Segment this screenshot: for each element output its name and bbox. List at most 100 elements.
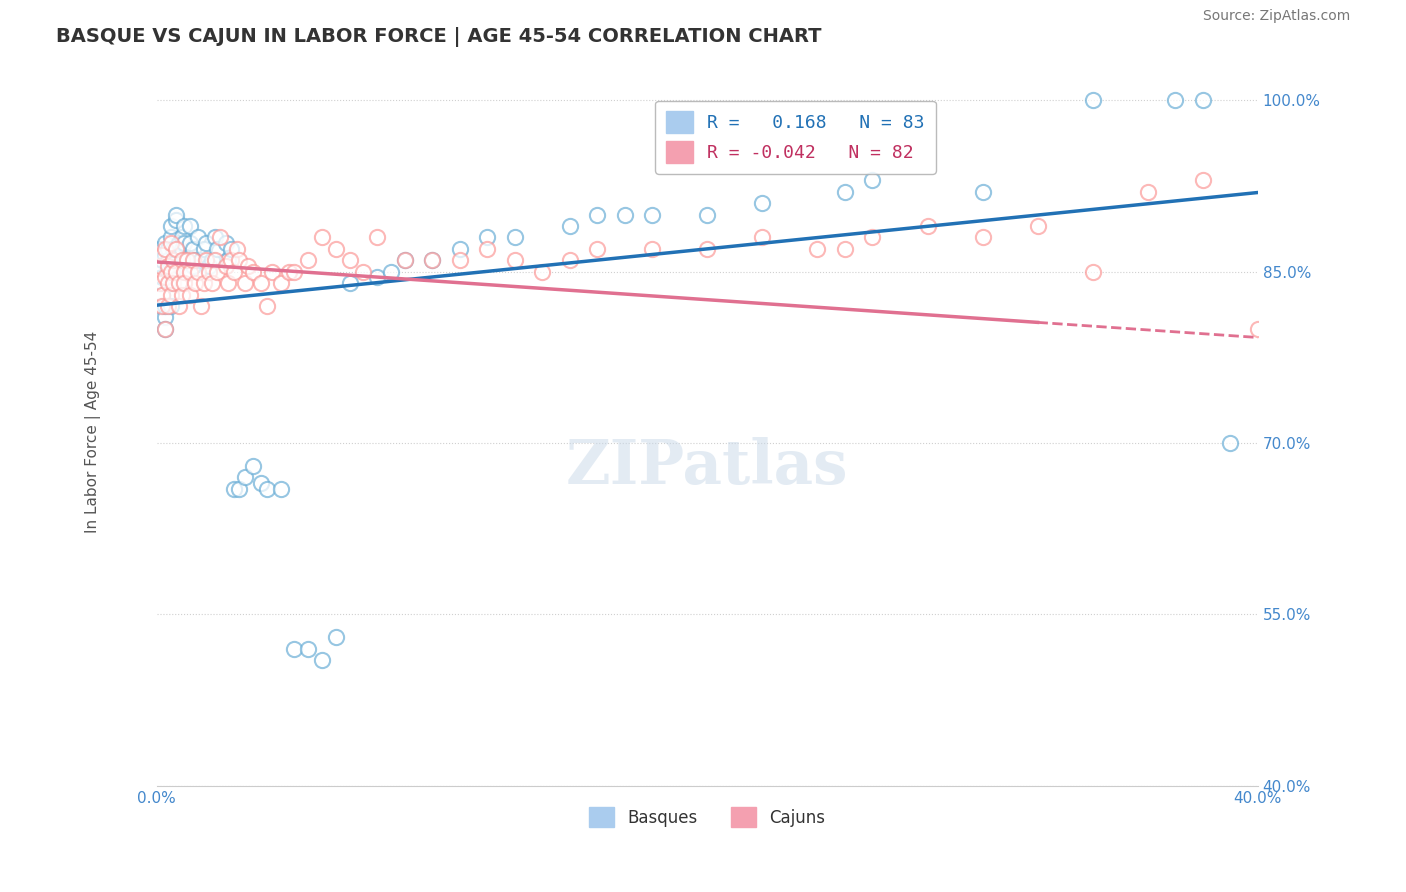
Point xyxy=(641,242,664,256)
Point xyxy=(256,299,278,313)
Point xyxy=(179,219,201,233)
Point xyxy=(219,253,242,268)
Point xyxy=(917,219,939,233)
Point xyxy=(222,482,245,496)
Point xyxy=(167,276,190,290)
Point xyxy=(170,242,193,256)
Point xyxy=(751,230,773,244)
Point xyxy=(209,230,232,244)
Point xyxy=(181,259,204,273)
Point xyxy=(256,482,278,496)
Point xyxy=(806,242,828,256)
Point xyxy=(167,259,190,273)
Point xyxy=(162,253,184,268)
Point xyxy=(187,230,209,244)
Point xyxy=(173,276,195,290)
Point xyxy=(394,253,416,268)
Point xyxy=(1274,710,1296,724)
Point xyxy=(159,236,181,251)
Point xyxy=(193,276,215,290)
Point xyxy=(394,253,416,268)
Point xyxy=(262,265,284,279)
Point xyxy=(170,287,193,301)
Point xyxy=(170,253,193,268)
Point xyxy=(751,196,773,211)
Point xyxy=(167,276,190,290)
Point xyxy=(153,322,176,336)
Point xyxy=(179,236,201,251)
Point xyxy=(162,276,184,290)
Point xyxy=(162,253,184,268)
Point xyxy=(156,265,179,279)
Point xyxy=(283,641,305,656)
Point xyxy=(1136,185,1159,199)
Point xyxy=(153,299,176,313)
Point xyxy=(449,253,471,268)
Point xyxy=(179,287,201,301)
Point xyxy=(503,253,526,268)
Point xyxy=(503,230,526,244)
Point xyxy=(153,242,176,256)
Point xyxy=(475,230,498,244)
Point xyxy=(311,653,333,667)
Point xyxy=(165,265,187,279)
Point xyxy=(184,253,207,268)
Point xyxy=(153,270,176,285)
Point xyxy=(176,253,198,268)
Point xyxy=(217,276,239,290)
Text: BASQUE VS CAJUN IN LABOR FORCE | AGE 45-54 CORRELATION CHART: BASQUE VS CAJUN IN LABOR FORCE | AGE 45-… xyxy=(56,27,821,46)
Point xyxy=(159,219,181,233)
Point xyxy=(173,253,195,268)
Point xyxy=(176,265,198,279)
Point xyxy=(339,253,361,268)
Point xyxy=(297,641,319,656)
Point xyxy=(380,265,402,279)
Point xyxy=(149,299,172,313)
Point xyxy=(150,276,173,290)
Point xyxy=(613,208,636,222)
Point xyxy=(1081,265,1104,279)
Point xyxy=(159,299,181,313)
Point xyxy=(1247,322,1270,336)
Point xyxy=(153,322,176,336)
Y-axis label: In Labor Force | Age 45-54: In Labor Force | Age 45-54 xyxy=(86,331,101,533)
Point xyxy=(475,242,498,256)
Point xyxy=(165,213,187,227)
Point xyxy=(339,276,361,290)
Point xyxy=(352,265,374,279)
Point xyxy=(176,253,198,268)
Point xyxy=(153,236,176,251)
Point xyxy=(149,259,172,273)
Point xyxy=(1026,219,1049,233)
Point xyxy=(834,185,856,199)
Point xyxy=(1191,93,1213,107)
Point xyxy=(219,242,242,256)
Point xyxy=(207,242,229,256)
Point xyxy=(153,247,176,261)
Point xyxy=(449,242,471,256)
Point xyxy=(173,236,195,251)
Point xyxy=(222,265,245,279)
Point xyxy=(181,253,204,268)
Point xyxy=(1219,436,1241,450)
Point xyxy=(156,242,179,256)
Point xyxy=(228,253,250,268)
Point xyxy=(311,230,333,244)
Point xyxy=(198,265,221,279)
Point xyxy=(972,230,994,244)
Point xyxy=(159,287,181,301)
Point xyxy=(167,236,190,251)
Point xyxy=(156,276,179,290)
Point xyxy=(159,265,181,279)
Point xyxy=(195,253,218,268)
Point xyxy=(159,276,181,290)
Point xyxy=(207,265,229,279)
Point xyxy=(190,299,212,313)
Point xyxy=(215,236,238,251)
Point xyxy=(150,253,173,268)
Point xyxy=(204,230,226,244)
Legend: Basques, Cajuns: Basques, Cajuns xyxy=(582,800,832,834)
Point xyxy=(167,299,190,313)
Point xyxy=(250,476,273,491)
Point xyxy=(201,276,224,290)
